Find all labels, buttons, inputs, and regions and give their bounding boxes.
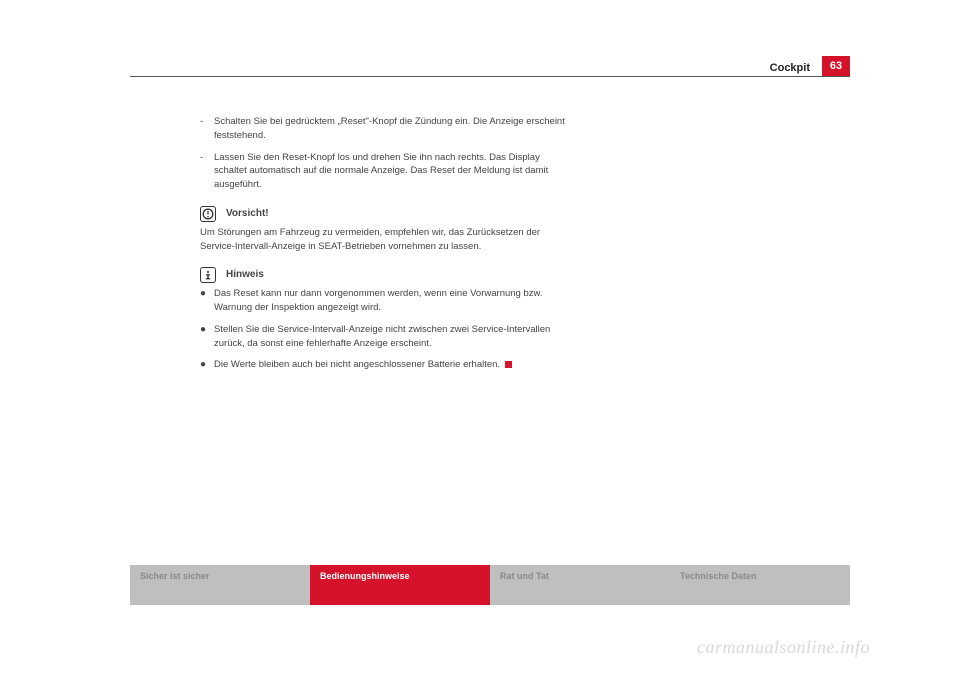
caution-icon xyxy=(200,206,216,222)
page: Cockpit 63 - Schalten Sie bei gedrücktem… xyxy=(0,0,960,678)
note-heading: Hinweis xyxy=(200,267,570,283)
main-content: - Schalten Sie bei gedrücktem „Reset"-Kn… xyxy=(200,115,570,381)
end-marker-icon xyxy=(505,361,512,368)
note-bullet: ● Stellen Sie die Service-Intervall-Anze… xyxy=(200,323,570,351)
bullet-icon: ● xyxy=(200,323,214,351)
note-bullet-text-inner: Die Werte bleiben auch bei nicht angesch… xyxy=(214,359,500,370)
note-bullet-text: Die Werte bleiben auch bei nicht angesch… xyxy=(214,358,570,373)
tab-bedienung[interactable]: Bedienungshinweise xyxy=(310,565,490,605)
caution-text: Um Störungen am Fahrzeug zu vermeiden, e… xyxy=(200,226,570,254)
step-text: Lassen Sie den Reset-Knopf los und drehe… xyxy=(214,151,570,192)
bullet-icon: ● xyxy=(200,358,214,373)
tab-technische[interactable]: Technische Daten xyxy=(670,565,850,605)
caution-heading: Vorsicht! xyxy=(200,206,570,222)
section-title: Cockpit xyxy=(770,62,810,74)
note-bullet-text: Das Reset kann nur dann vorgenommen werd… xyxy=(214,287,570,315)
caution-label: Vorsicht! xyxy=(226,207,269,222)
info-icon xyxy=(200,267,216,283)
note-label: Hinweis xyxy=(226,268,264,283)
header-rule xyxy=(130,76,850,77)
dash-icon: - xyxy=(200,115,214,143)
tab-rat[interactable]: Rat und Tat xyxy=(490,565,670,605)
footer-tabs: Sicher ist sicher Bedienungshinweise Rat… xyxy=(130,565,850,605)
dash-icon: - xyxy=(200,151,214,192)
step-item: - Lassen Sie den Reset-Knopf los und dre… xyxy=(200,151,570,192)
step-text: Schalten Sie bei gedrücktem „Reset"-Knop… xyxy=(214,115,570,143)
tab-sicher[interactable]: Sicher ist sicher xyxy=(130,565,310,605)
note-bullet: ● Das Reset kann nur dann vorgenommen we… xyxy=(200,287,570,315)
note-bullet: ● Die Werte bleiben auch bei nicht anges… xyxy=(200,358,570,373)
step-item: - Schalten Sie bei gedrücktem „Reset"-Kn… xyxy=(200,115,570,143)
note-bullet-text: Stellen Sie die Service-Intervall-Anzeig… xyxy=(214,323,570,351)
bullet-icon: ● xyxy=(200,287,214,315)
watermark: carmanualsonline.info xyxy=(697,637,870,658)
page-number: 63 xyxy=(822,56,850,76)
